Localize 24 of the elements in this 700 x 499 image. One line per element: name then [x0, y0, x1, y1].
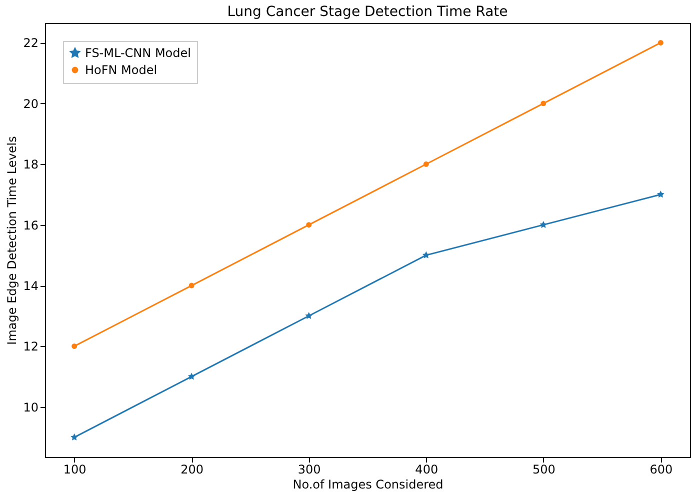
x-tick-label: 500: [532, 462, 556, 476]
point: [423, 161, 429, 167]
x-tick-label: 200: [180, 462, 204, 476]
y-tick-label: 22: [23, 36, 38, 50]
x-tick-label: 300: [298, 462, 321, 476]
point: [540, 100, 546, 106]
y-tick-label: 12: [23, 340, 38, 354]
y-tick-label: 14: [23, 279, 38, 294]
y-tick-label: 18: [23, 158, 38, 172]
y-axis-title: Image Edge Detection Time Levels: [5, 136, 20, 345]
legend-label: HoFN Model: [85, 63, 158, 77]
legend-label: FS-ML-CNN Model: [85, 46, 191, 60]
x-tick-label: 600: [650, 462, 673, 476]
x-tick-label: 100: [63, 462, 86, 476]
y-tick-label: 10: [23, 400, 38, 414]
chart-title: Lung Cancer Stage Detection Time Rate: [227, 4, 508, 20]
y-tick-label: 20: [23, 96, 38, 111]
x-tick-label: 400: [415, 462, 438, 476]
point: [188, 282, 194, 288]
point: [72, 343, 78, 349]
point: [658, 40, 664, 46]
point: [306, 222, 312, 228]
x-axis-title: No.of Images Considered: [292, 478, 444, 492]
y-tick-label: 16: [23, 218, 38, 232]
